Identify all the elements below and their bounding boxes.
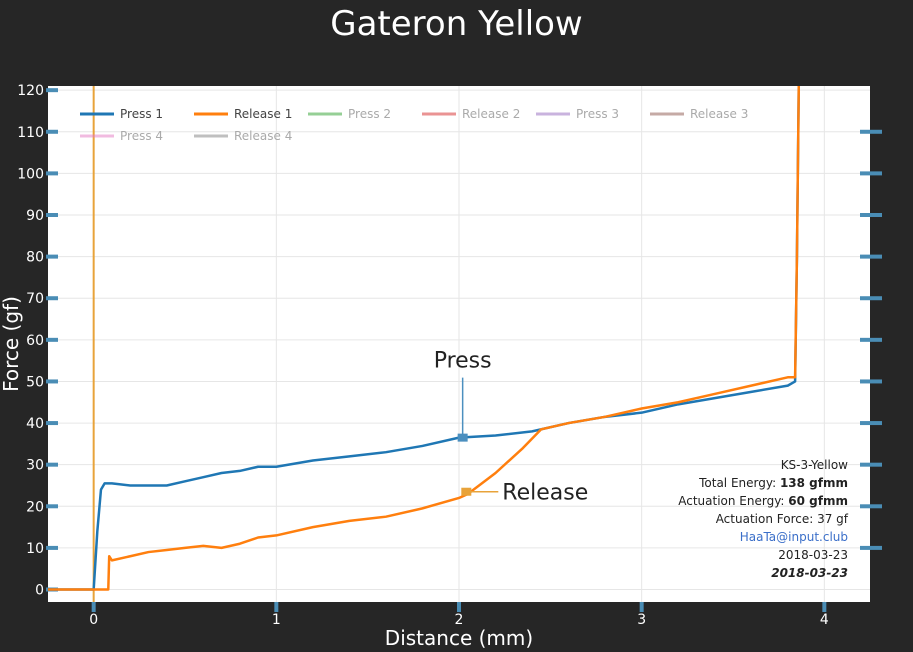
- legend-label: Press 4: [120, 129, 163, 143]
- y-tick-label: 0: [35, 583, 44, 599]
- press-annotation-marker: [457, 433, 468, 442]
- chart-title: Gateron Yellow: [330, 4, 583, 44]
- release-annotation-marker: [461, 487, 472, 496]
- y-tick-label: 40: [26, 416, 44, 432]
- plot-data: [48, 86, 801, 602]
- y-tick-mark: [46, 88, 58, 93]
- y-tick-mark: [46, 504, 58, 509]
- series-line-press-1: [48, 86, 801, 591]
- x-axis-title: Distance (mm): [385, 626, 533, 650]
- legend-label: Press 3: [576, 107, 619, 121]
- info-line: 2018-03-23: [778, 548, 848, 562]
- y-tick-label: 70: [26, 291, 44, 307]
- y-tick-mark-right: [860, 504, 882, 509]
- y-tick-mark: [46, 129, 58, 134]
- x-tick-mark: [274, 602, 279, 612]
- x-tick-label: 4: [820, 612, 829, 628]
- y-tick-mark-right: [860, 462, 882, 467]
- y-tick-label: 50: [26, 374, 44, 390]
- y-tick-mark: [46, 379, 58, 384]
- y-tick-mark-right: [860, 379, 882, 384]
- y-tick-mark-right: [860, 213, 882, 217]
- y-tick-label: 80: [26, 250, 44, 266]
- release-annotation-label: Release: [502, 481, 588, 506]
- x-tick-label: 0: [89, 612, 98, 628]
- y-axis-title: Force (gf): [0, 296, 23, 392]
- x-tick-mark: [639, 602, 644, 612]
- x-tick-mark: [457, 602, 461, 612]
- y-tick-label: 20: [26, 499, 44, 515]
- legend-label: Release 2: [462, 107, 520, 121]
- legend-label: Press 1: [120, 107, 163, 121]
- y-tick-label: 30: [26, 458, 44, 474]
- x-tick-mark: [91, 602, 96, 612]
- x-tick-label: 1: [272, 612, 281, 628]
- y-tick-mark-right: [860, 254, 882, 259]
- press-annotation-label: Press: [434, 349, 492, 374]
- y-tick-mark: [46, 296, 58, 301]
- y-tick-mark: [46, 171, 58, 176]
- y-tick-label: 120: [17, 83, 44, 99]
- info-line: Actuation Energy: 60 gfmm: [678, 494, 848, 508]
- legend-label: Press 2: [348, 107, 391, 121]
- y-tick-mark-right: [860, 421, 882, 426]
- y-tick-mark-right: [860, 545, 882, 550]
- y-tick-mark: [46, 254, 58, 259]
- y-tick-mark-right: [860, 296, 882, 301]
- y-tick-mark-right: [860, 171, 882, 176]
- legend-label: Release 4: [234, 129, 292, 143]
- y-tick-label: 100: [17, 166, 44, 182]
- legend-label: Release 1: [234, 107, 292, 121]
- y-tick-mark: [46, 337, 58, 342]
- info-line: HaaTa@input.club: [740, 530, 848, 544]
- info-line: Total Energy: 138 gfmm: [698, 476, 848, 490]
- info-line: KS-3-Yellow: [781, 458, 848, 472]
- y-tick-mark-right: [860, 129, 882, 134]
- y-tick-mark: [46, 213, 58, 217]
- y-tick-label: 110: [17, 125, 44, 141]
- y-tick-mark: [46, 545, 58, 550]
- legend-label: Release 3: [690, 107, 748, 121]
- x-tick-mark: [822, 602, 827, 612]
- y-tick-label: 10: [26, 541, 44, 557]
- info-line: Actuation Force: 37 gf: [716, 512, 849, 526]
- info-line: 2018-03-23: [771, 566, 848, 580]
- y-tick-label: 60: [26, 333, 44, 349]
- series-line-release-1: [48, 86, 801, 591]
- y-tick-label: 90: [26, 208, 44, 224]
- x-tick-label: 2: [455, 612, 464, 628]
- y-tick-mark: [46, 421, 58, 426]
- y-tick-mark-right: [860, 337, 882, 342]
- y-tick-mark: [46, 462, 58, 467]
- x-tick-label: 3: [637, 612, 646, 628]
